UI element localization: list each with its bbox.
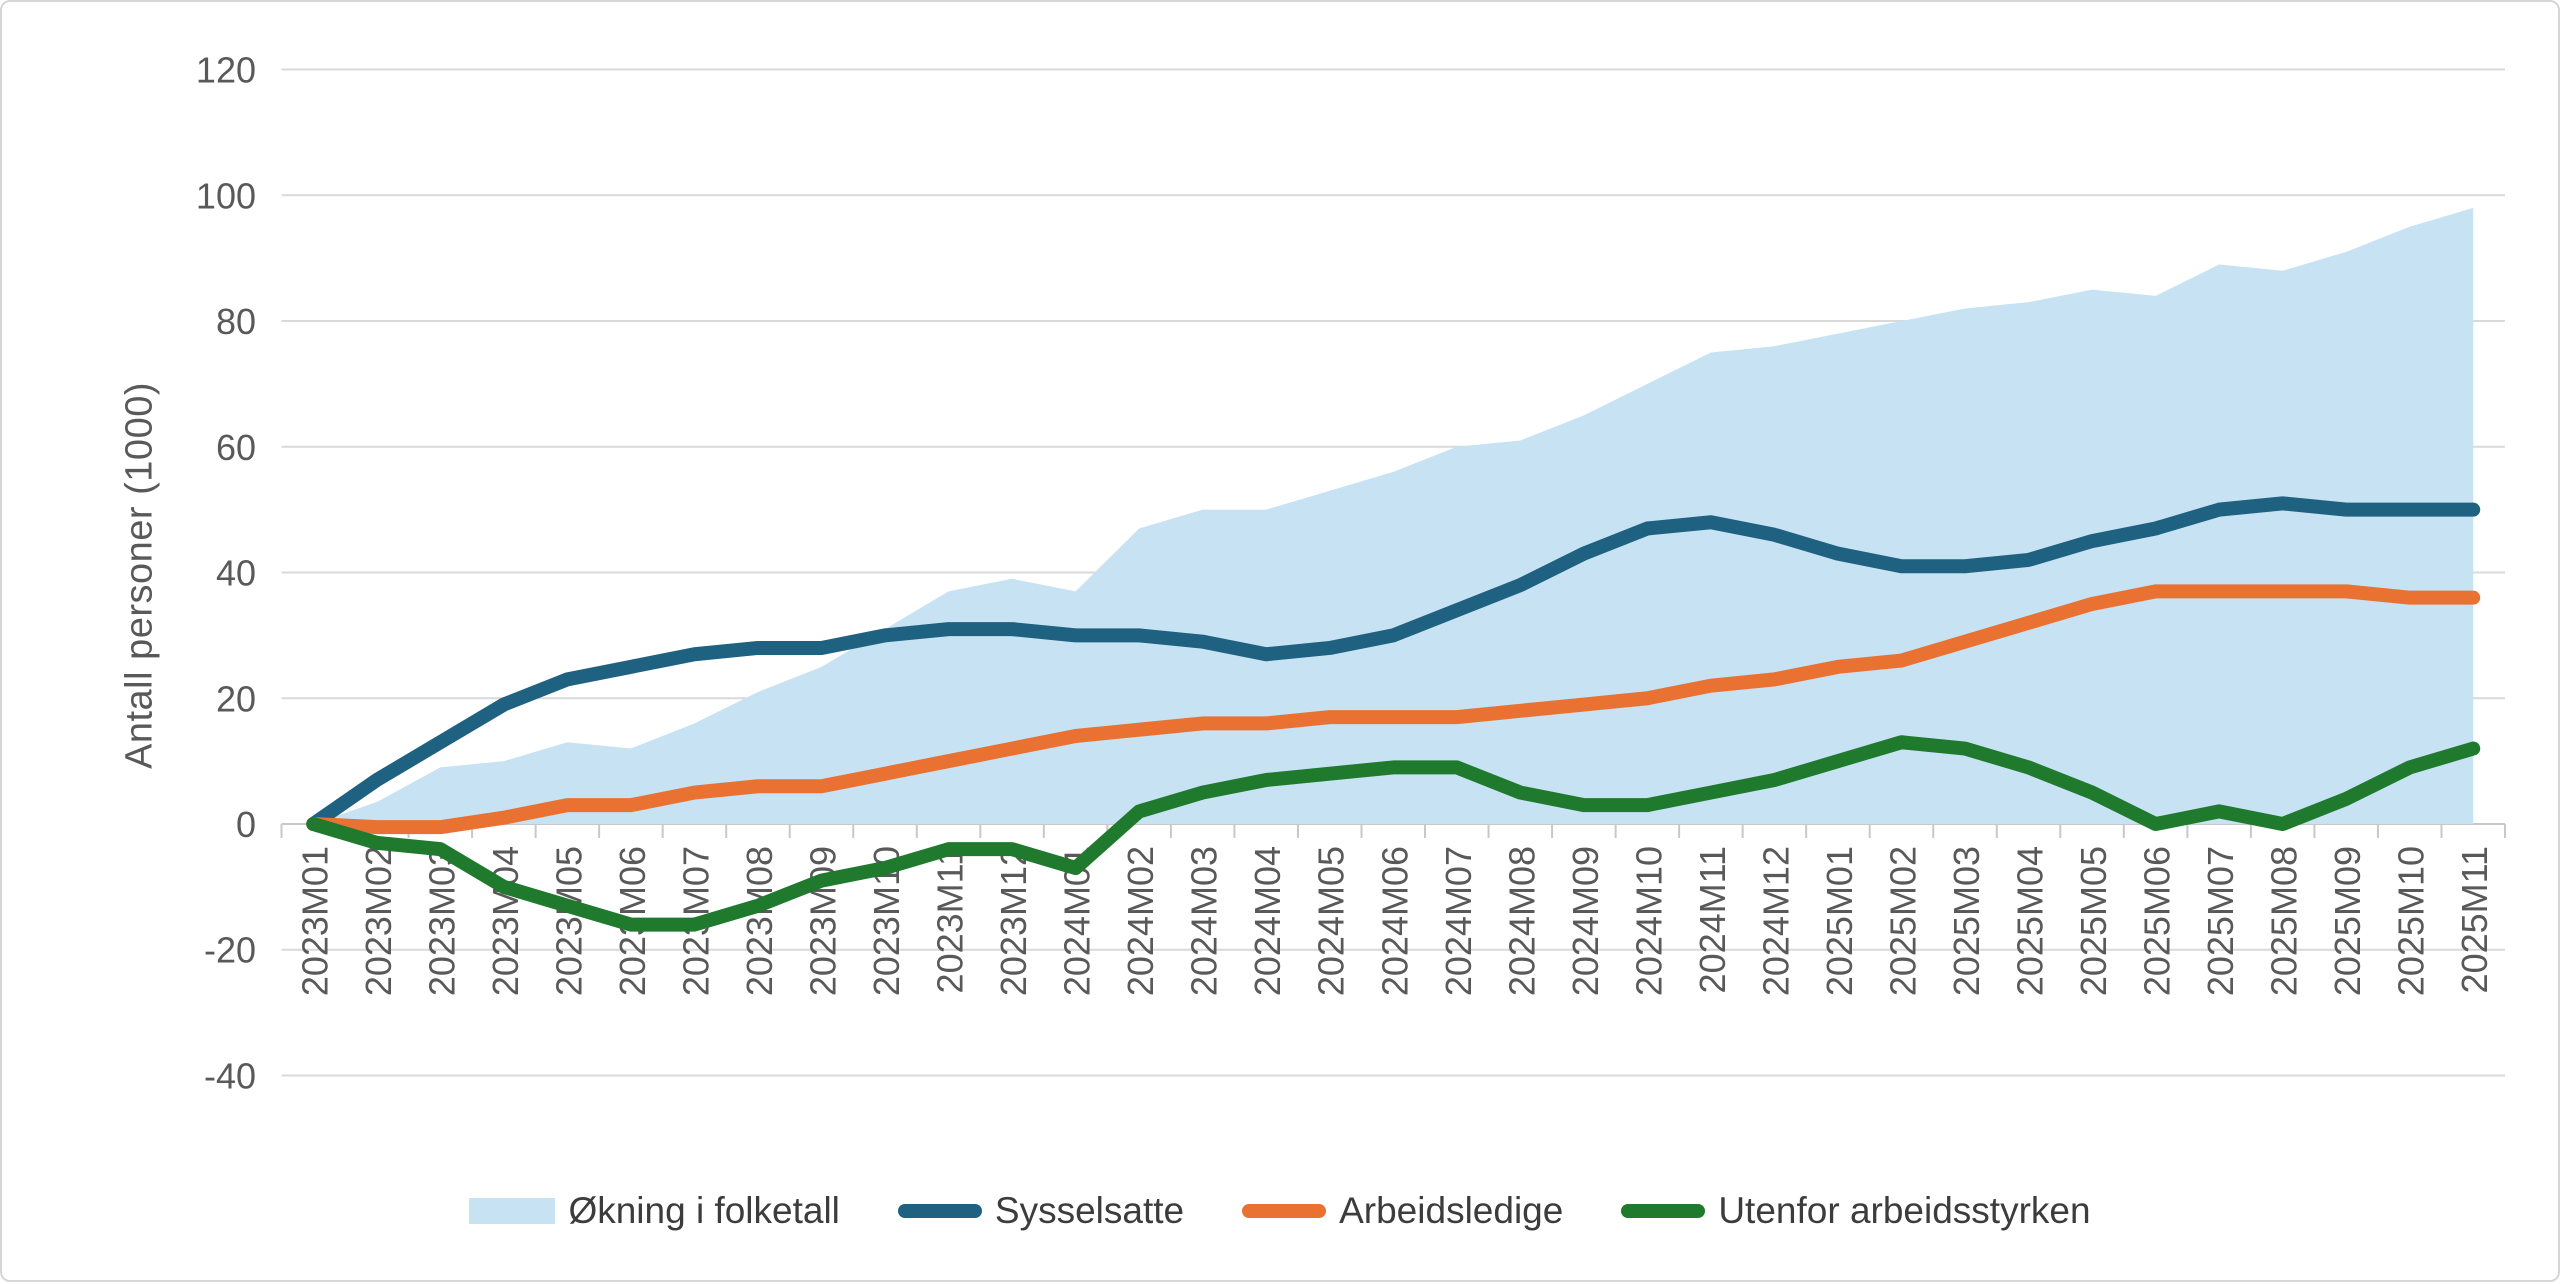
legend-label: Arbeidsledige: [1339, 1190, 1564, 1231]
series-area-okning-i-folketall: [313, 207, 2474, 824]
area-swatch-icon: [469, 1198, 556, 1224]
x-tick-label: 2024M10: [1628, 846, 1669, 996]
x-tick-label: 2025M04: [2010, 846, 2051, 996]
y-tick-label: -40: [204, 1055, 256, 1096]
legend: Økning i folketall Sysselsatte Arbeidsle…: [2, 1190, 2558, 1232]
y-tick-label: -20: [204, 930, 256, 971]
series-line-arbeidsledige: [306, 584, 2481, 835]
legend-label: Økning i folketall: [568, 1190, 840, 1231]
line-swatch-icon: [1621, 1204, 1706, 1218]
x-tick-label: 2025M06: [2137, 846, 2178, 996]
x-tick-label: 2024M04: [1247, 846, 1288, 996]
y-tick-label: 20: [216, 678, 256, 719]
x-tick-label: 2023M01: [294, 846, 335, 996]
y-tick-label: 40: [216, 553, 256, 594]
x-tick-label: 2025M10: [2391, 846, 2432, 996]
x-tick-label: 2023M09: [802, 846, 843, 996]
legend-label: Utenfor arbeidsstyrken: [1718, 1190, 2091, 1231]
x-tick-label: 2024M07: [1438, 846, 1479, 996]
x-tick-label: 2023M11: [930, 846, 971, 993]
x-tick-label: 2025M05: [2073, 846, 2114, 996]
line-swatch-icon: [1242, 1204, 1327, 1218]
y-axis-title: Antall personer (1000): [118, 382, 161, 769]
x-tick-label: 2025M03: [1946, 846, 1987, 996]
x-tick-label: 2023M02: [358, 846, 399, 996]
x-tick-label: 2023M03: [421, 846, 462, 996]
x-tick-label: 2025M02: [1882, 846, 1923, 996]
legend-item-utenfor-arbeidsstyrken: Utenfor arbeidsstyrken: [1621, 1190, 2091, 1232]
x-tick-label: 2023M12: [993, 846, 1034, 996]
x-tick-label: 2024M12: [1755, 846, 1796, 996]
legend-item-arbeidsledige: Arbeidsledige: [1242, 1190, 1563, 1232]
x-tick-label: 2023M08: [739, 846, 780, 996]
series-line-sysselsatte: [306, 496, 2481, 831]
x-tick-label: 2025M07: [2200, 846, 2241, 996]
x-tick-label: 2025M08: [2264, 846, 2305, 996]
x-tick-label: 2024M09: [1565, 846, 1606, 996]
x-tick-label: 2023M05: [548, 846, 589, 996]
legend-item-sysselsatte: Sysselsatte: [897, 1190, 1185, 1232]
y-tick-label: 100: [196, 175, 256, 216]
x-tick-label: 2024M05: [1311, 846, 1352, 996]
x-tick-label: 2024M06: [1374, 846, 1415, 996]
y-tick-label: 120: [196, 50, 256, 91]
x-tick-label: 2025M01: [1819, 846, 1860, 996]
x-tick-label: 2024M02: [1120, 846, 1161, 996]
x-tick-label: 2025M09: [2327, 846, 2368, 996]
x-tick-label: 2024M08: [1501, 846, 1542, 996]
y-tick-label: 0: [236, 804, 256, 845]
x-tick-label: 2024M11: [1692, 846, 1733, 993]
line-swatch-icon: [897, 1204, 982, 1218]
y-tick-label: 80: [216, 301, 256, 342]
y-tick-label: 60: [216, 427, 256, 468]
x-tick-label: 2025M11: [2454, 846, 2495, 993]
legend-label: Sysselsatte: [994, 1190, 1185, 1231]
legend-item-okning-i-folketall: Økning i folketall: [469, 1190, 840, 1232]
x-tick-label: 2024M03: [1184, 846, 1225, 996]
x-tick-label: 2023M04: [485, 846, 526, 996]
series-line-utenfor-arbeidsstyrken: [306, 735, 2481, 932]
